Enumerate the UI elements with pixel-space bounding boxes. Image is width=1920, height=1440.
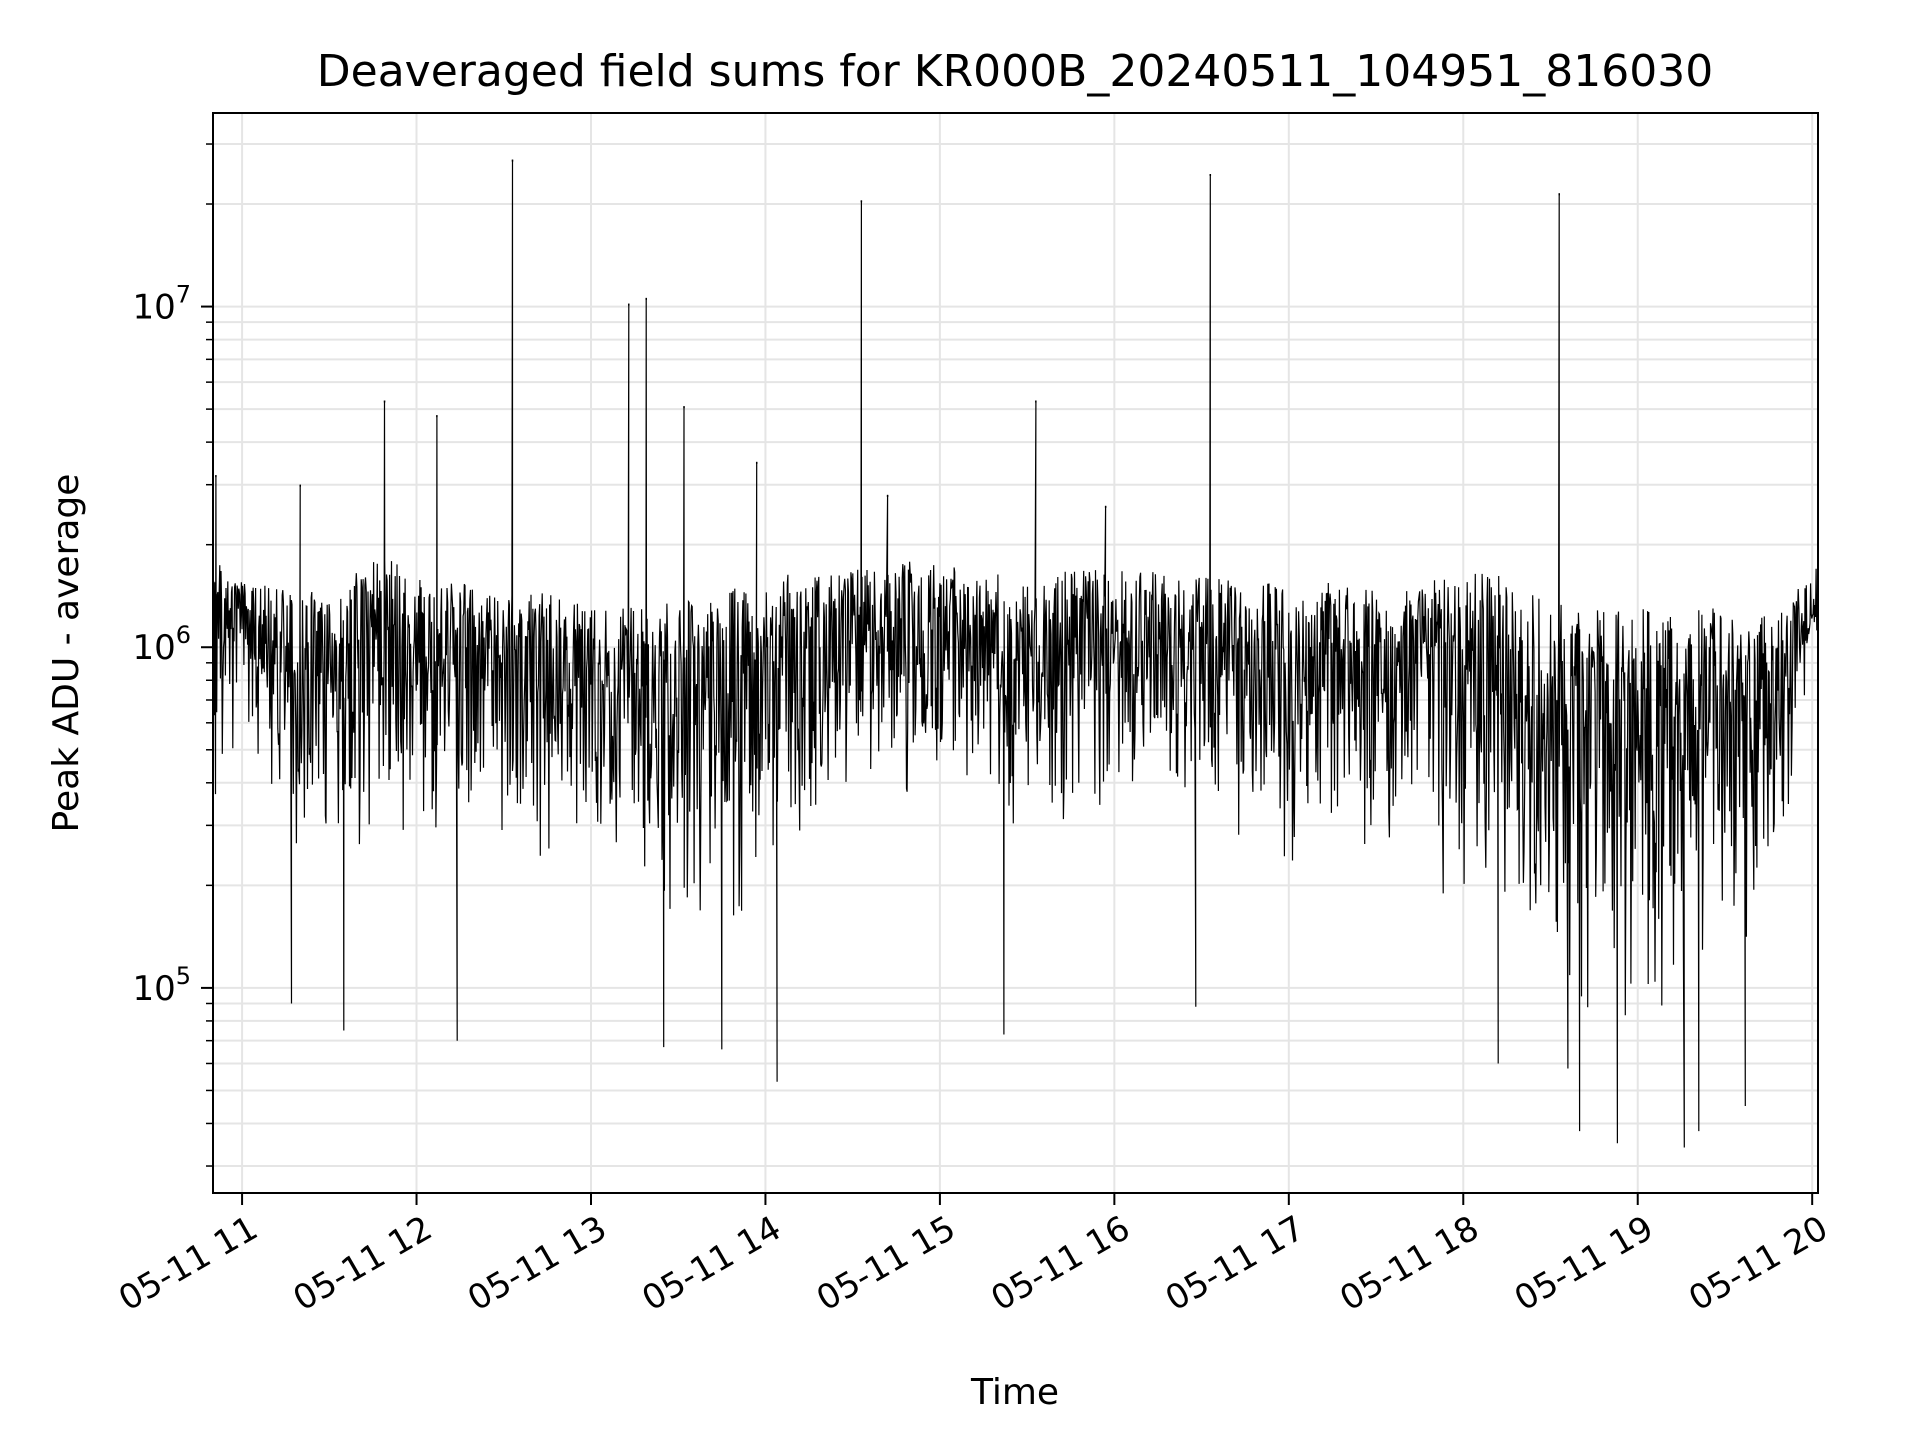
y-tick-label: 105 — [132, 962, 191, 1009]
x-tick-label: 05-11 13 — [461, 1208, 613, 1319]
chart-title: Deaveraged field sums for KR000B_2024051… — [317, 46, 1713, 97]
x-tick-label: 05-11 15 — [810, 1208, 962, 1319]
x-axis: 05-11 11 05-11 12 05-11 13 05-11 14 05-11 15… — [112, 1193, 1835, 1319]
x-tick-label: 05-11 19 — [1508, 1208, 1660, 1319]
series-layer — [213, 159, 1818, 1148]
x-tick-label: 05-11 16 — [984, 1208, 1136, 1319]
x-tick-label: 05-11 18 — [1333, 1208, 1485, 1319]
y-axis: 105 106 107 — [132, 143, 213, 1167]
x-axis-label: Time — [970, 1372, 1059, 1413]
x-tick-label: 05-11 17 — [1159, 1208, 1311, 1319]
series-line — [213, 159, 1818, 1148]
y-tick-label: 106 — [132, 621, 191, 668]
y-axis-label: Peak ADU - average — [46, 474, 87, 833]
x-tick-label: 05-11 20 — [1682, 1208, 1834, 1319]
y-tick-label: 107 — [132, 281, 191, 328]
plot-frame — [212, 112, 1819, 1194]
x-tick-label: 05-11 11 — [112, 1208, 264, 1319]
x-tick-label: 05-11 14 — [636, 1208, 788, 1319]
x-tick-label: 05-11 12 — [287, 1208, 439, 1319]
